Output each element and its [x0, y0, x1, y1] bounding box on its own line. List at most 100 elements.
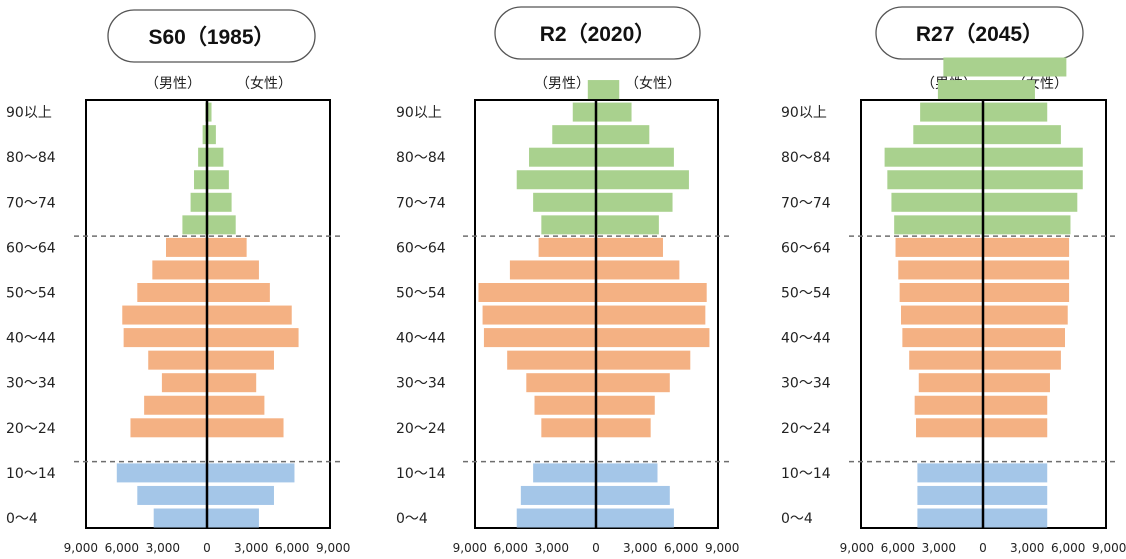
male-bar: [161, 373, 207, 393]
female-bar: [983, 463, 1048, 483]
age-label: 50〜54: [781, 286, 831, 302]
female-bar: [207, 215, 236, 235]
male-bar: [130, 418, 207, 438]
x-tick-label: 3,000: [535, 541, 569, 555]
female-bar: [596, 395, 655, 415]
pyramid-chart-1: S60（1985） （男性） （女性） 0〜4 10〜14 20〜24 30〜34 40〜44…: [6, 9, 350, 555]
female-bar: [983, 192, 1078, 212]
female-bar: [207, 125, 216, 145]
male-bar: [917, 463, 983, 483]
x-tick-label: 6,000: [1051, 541, 1085, 555]
male-bar: [895, 237, 983, 257]
female-bar: [983, 328, 1065, 348]
male-bar: [516, 508, 596, 528]
x-tick-label: 3,000: [922, 541, 956, 555]
female-bar: [596, 260, 680, 280]
female-bar: [983, 508, 1048, 528]
female-bar: [207, 170, 229, 190]
male-bar: [153, 508, 207, 528]
female-bar: [596, 305, 706, 325]
male-label: （男性）: [534, 76, 590, 92]
age-label: 90以上: [781, 105, 827, 121]
female-bar: [983, 283, 1070, 302]
x-tick-label: 3,000: [146, 541, 180, 555]
female-bar: [596, 373, 670, 393]
x-tick-label: 6,000: [664, 541, 698, 555]
female-bar: [596, 215, 659, 235]
female-bar: [983, 125, 1061, 145]
female-bar: [207, 102, 212, 122]
female-bar: [207, 373, 257, 393]
x-tick-label: 3,000: [1010, 541, 1044, 555]
male-bar: [190, 192, 207, 212]
male-bar: [198, 147, 207, 167]
age-label: 30〜34: [6, 376, 56, 392]
male-bar: [917, 508, 983, 528]
male-bar: [123, 328, 207, 348]
female-bar: [596, 463, 658, 483]
male-bar: [887, 170, 983, 190]
female-bar: [983, 80, 1035, 100]
male-bar: [914, 395, 983, 415]
female-bar: [207, 328, 299, 348]
male-bar: [572, 102, 596, 122]
male-bar: [534, 395, 596, 415]
male-bar: [587, 80, 596, 100]
male-bar: [526, 373, 596, 393]
female-bar: [207, 147, 224, 167]
age-label: 70〜74: [396, 195, 446, 211]
female-bar: [596, 283, 707, 302]
male-bar: [909, 350, 983, 370]
male-bar: [152, 260, 207, 280]
female-bar: [207, 395, 265, 415]
age-label: 80〜84: [396, 150, 446, 166]
male-bar: [507, 350, 596, 370]
male-bar: [478, 283, 596, 302]
x-tick-label: 9,000: [705, 541, 739, 555]
age-label: 40〜44: [6, 331, 56, 347]
female-bar: [596, 508, 674, 528]
female-bar: [983, 373, 1050, 393]
pyramid-chart-3: R27（2045）（男性）（女性）0〜410〜1420〜2430〜3440〜44…: [781, 6, 1126, 555]
male-bar: [509, 260, 596, 280]
age-label: 20〜24: [781, 421, 831, 437]
x-tick-label: 0: [979, 541, 987, 555]
female-bar: [983, 237, 1070, 257]
female-bar: [983, 260, 1070, 280]
male-bar: [137, 485, 207, 505]
x-tick-label: 9,000: [840, 541, 874, 555]
female-bar: [207, 237, 247, 257]
female-bar: [596, 237, 663, 257]
male-bar: [529, 147, 596, 167]
male-bar: [116, 463, 207, 483]
male-bar: [541, 215, 596, 235]
female-bar: [207, 192, 232, 212]
male-bar: [552, 125, 596, 145]
female-bar: [983, 395, 1048, 415]
x-tick-label: 6,000: [881, 541, 915, 555]
age-label: 10〜14: [6, 466, 56, 482]
female-bar: [983, 215, 1071, 235]
male-bar: [122, 305, 207, 325]
male-label: （男性）: [145, 76, 201, 92]
male-bar: [901, 305, 983, 325]
x-tick-label: 9,000: [64, 541, 98, 555]
age-label: 10〜14: [396, 466, 446, 482]
age-label: 0〜4: [781, 511, 813, 527]
male-bar: [166, 237, 207, 257]
male-bar: [916, 418, 983, 438]
age-label: 80〜84: [6, 150, 56, 166]
x-tick-label: 6,000: [105, 541, 139, 555]
age-label: 90以上: [6, 105, 52, 121]
female-bar: [983, 102, 1048, 122]
male-bar: [899, 283, 983, 302]
female-bar: [207, 350, 274, 370]
female-bar: [596, 418, 651, 438]
female-bar: [596, 80, 620, 100]
female-bar: [207, 305, 292, 325]
age-label: 10〜14: [781, 466, 831, 482]
male-bar: [937, 80, 983, 100]
male-bar: [541, 418, 596, 438]
female-label: （女性）: [236, 75, 292, 92]
